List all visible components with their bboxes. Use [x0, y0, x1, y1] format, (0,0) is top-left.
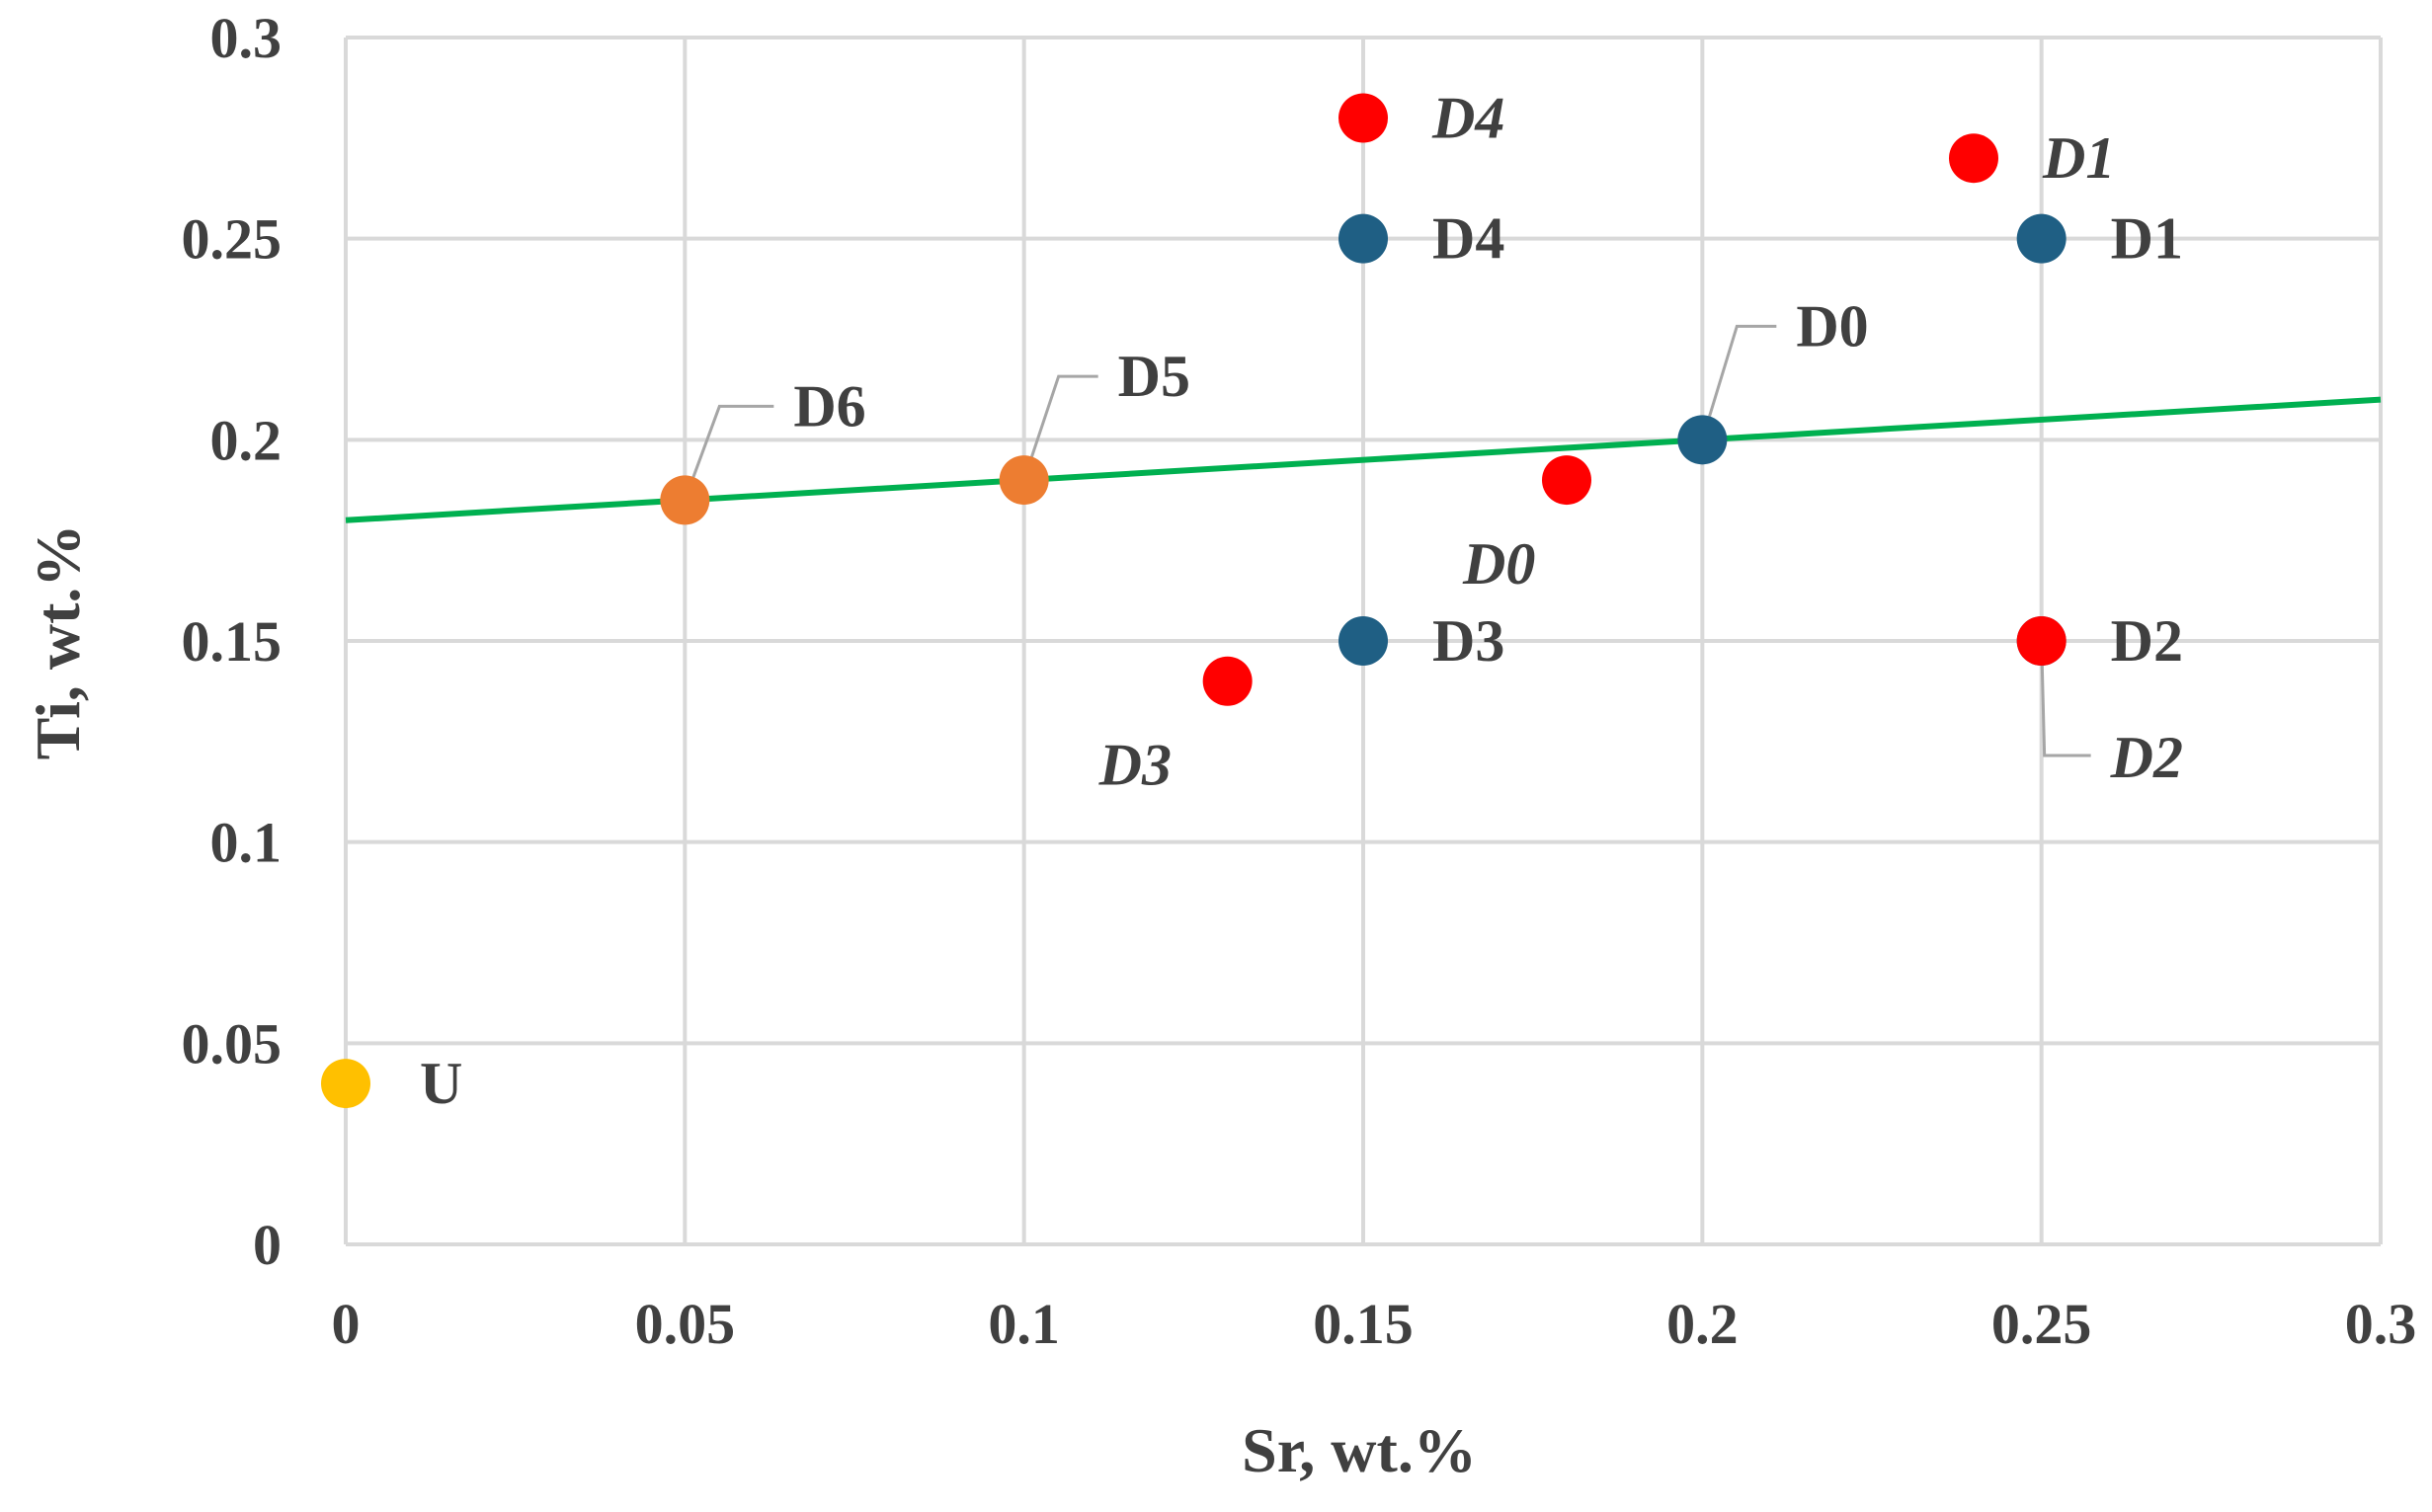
data-label: D1	[2111, 206, 2183, 272]
data-point	[1949, 133, 1998, 184]
x-tick-label: 0.3	[2345, 1292, 2417, 1356]
x-tick-label: 0.25	[1991, 1292, 2092, 1356]
x-tick-label: 0.2	[1666, 1292, 1739, 1356]
label-leader-line	[683, 404, 774, 501]
y-tick-label: 0.2	[210, 408, 283, 472]
x-tick-label: 0.05	[635, 1292, 736, 1356]
data-label: D2	[2111, 608, 2183, 674]
label-leader-line	[1022, 374, 1098, 481]
data-point	[660, 475, 710, 525]
data-label: D4	[1432, 206, 1504, 272]
y-tick-label: 0	[253, 1213, 282, 1277]
y-tick-label: 0.1	[210, 811, 283, 875]
data-label: D4	[1431, 85, 1504, 150]
data-label: U	[420, 1051, 462, 1116]
y-tick-label: 0.15	[182, 609, 283, 674]
leader-lines	[683, 324, 2091, 757]
data-point	[1202, 656, 1253, 706]
data-label: D0	[1462, 531, 1535, 597]
data-point	[2016, 213, 2067, 264]
x-tick-label: 0	[332, 1292, 361, 1356]
data-label: D1	[2042, 125, 2115, 191]
x-tick-label: 0.1	[988, 1292, 1060, 1356]
point-labels: U D6 D5 D4 D1 D0 D3 D2 D4 D1 D0 D3 D2	[420, 85, 2183, 1116]
data-point	[1542, 455, 1591, 506]
tick-labels: 0 0.05 0.1 0.15 0.2 0.25 0.3 0 0.05 0.1 0.15 0.2 0.2…	[182, 6, 2417, 1356]
x-tick-label: 0.15	[1313, 1292, 1414, 1356]
y-axis-title: Ti, wt.%	[23, 524, 93, 760]
data-point	[2016, 616, 2067, 666]
y-tick-label: 0.25	[182, 207, 283, 272]
y-tick-label: 0.05	[182, 1011, 283, 1075]
data-label: D2	[2110, 725, 2183, 790]
data-point	[1338, 93, 1388, 143]
data-point	[1338, 616, 1388, 666]
label-leader-line	[2040, 640, 2091, 757]
data-label: D5	[1118, 344, 1190, 409]
data-point	[321, 1059, 370, 1109]
data-point	[1338, 213, 1388, 264]
data-label: D0	[1796, 293, 1868, 358]
data-label: D3	[1098, 733, 1172, 798]
data-label: D3	[1432, 608, 1504, 674]
data-points	[321, 93, 2067, 1109]
x-axis-title: Sr, wt.%	[1242, 1415, 1477, 1485]
data-point	[1677, 415, 1728, 465]
y-tick-label: 0.3	[210, 6, 283, 70]
data-point	[999, 455, 1049, 506]
data-label: D6	[793, 373, 865, 438]
label-leader-line	[1700, 324, 1777, 440]
